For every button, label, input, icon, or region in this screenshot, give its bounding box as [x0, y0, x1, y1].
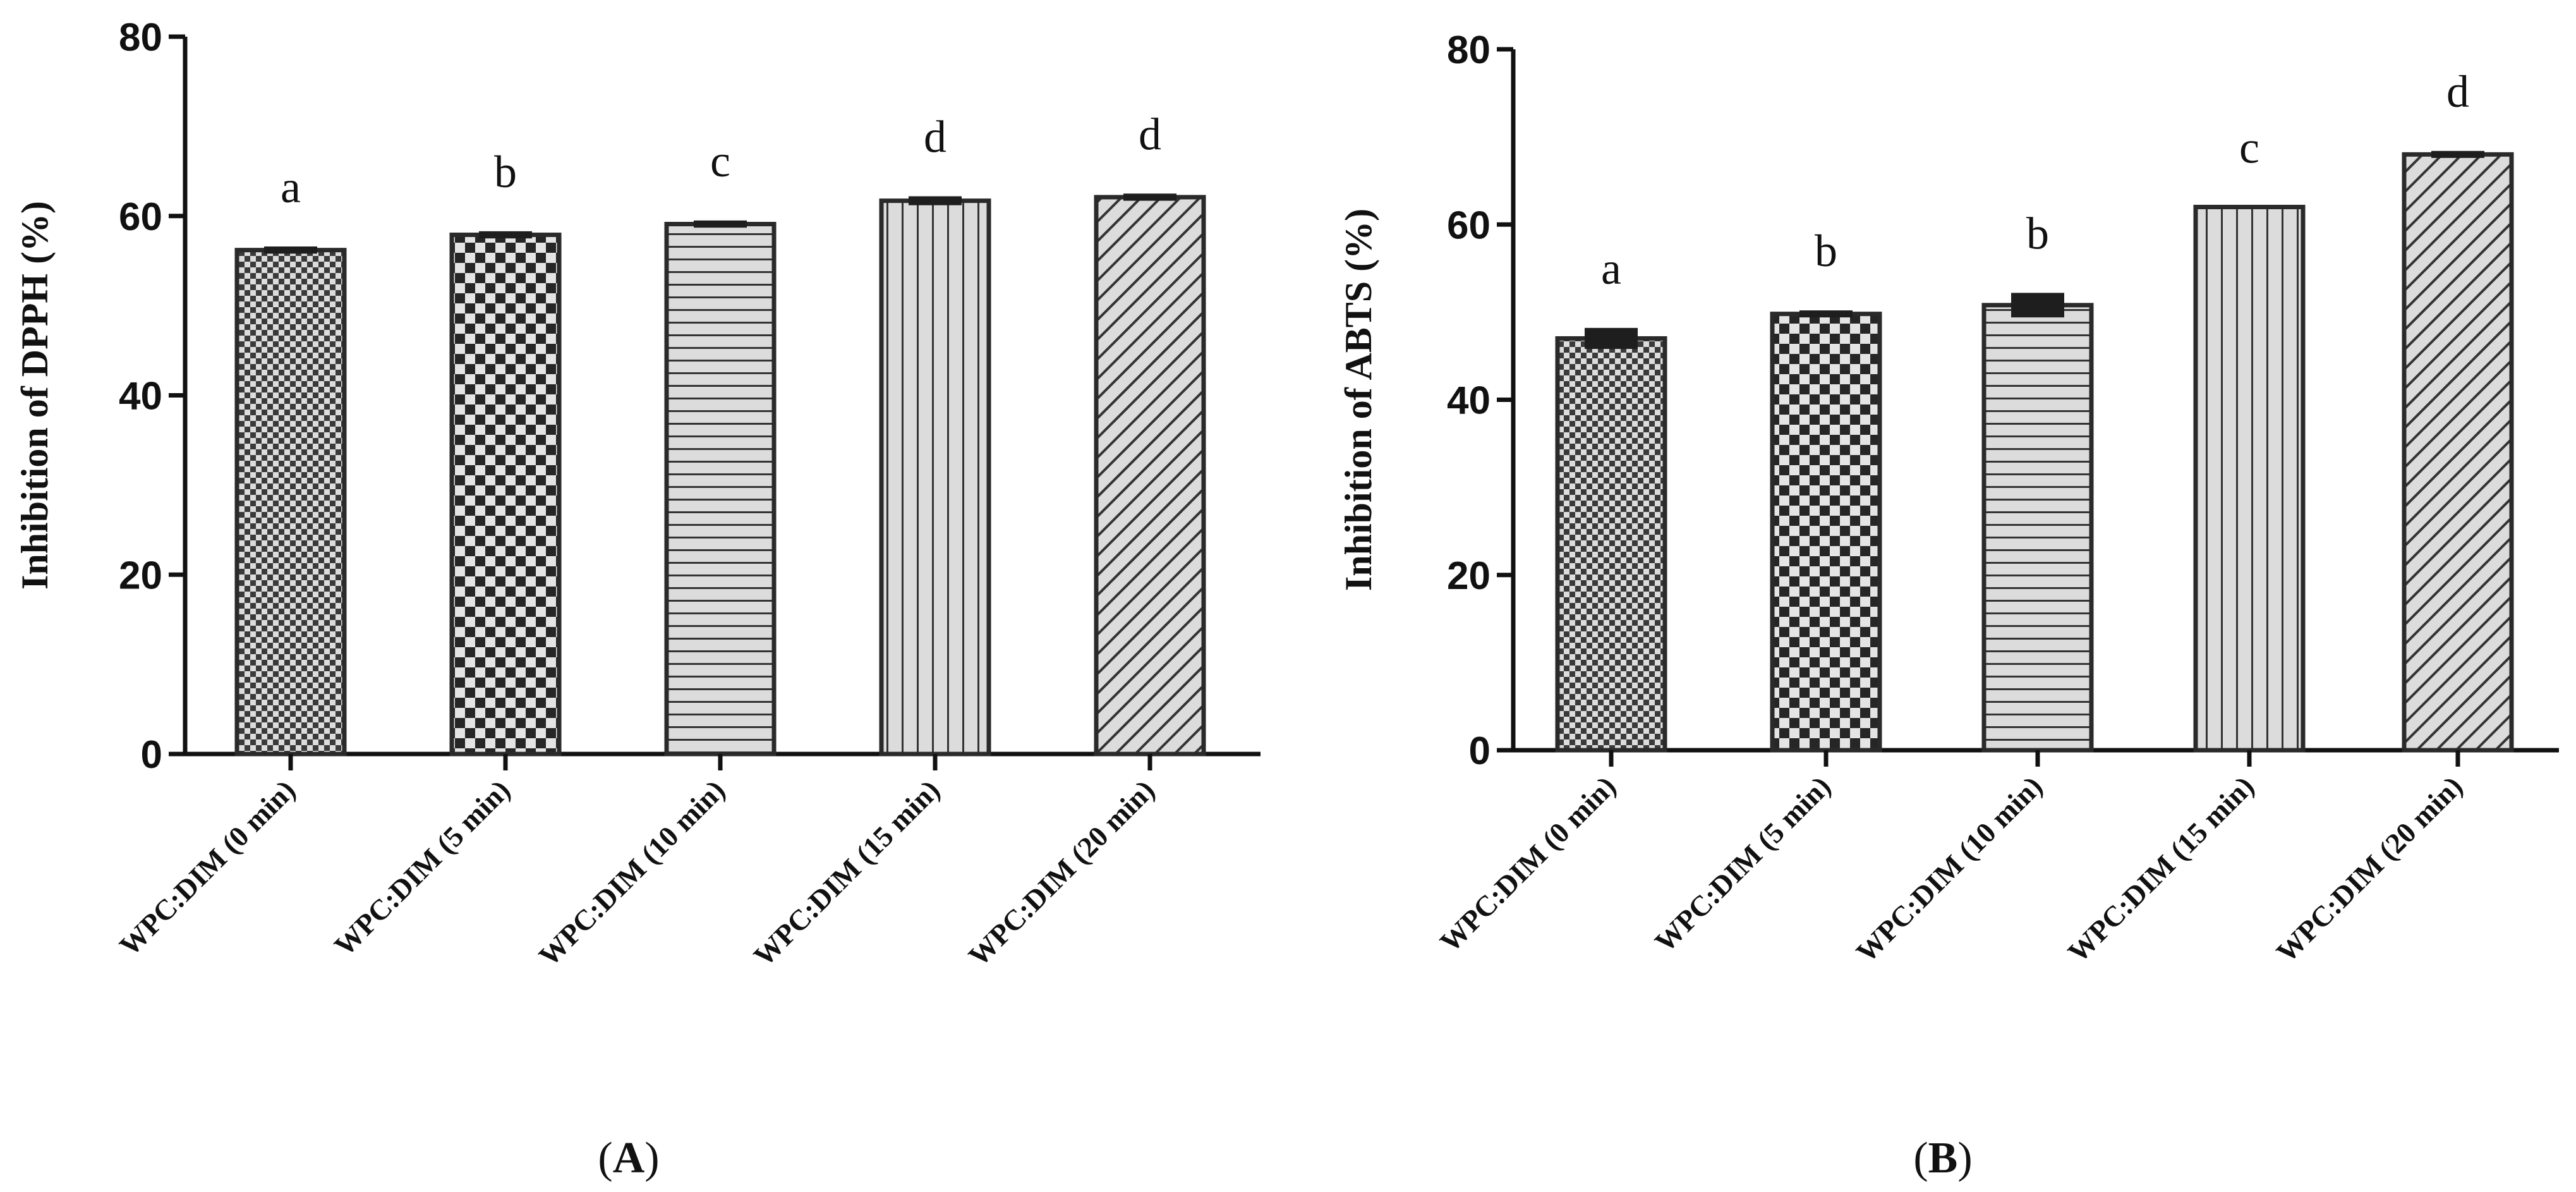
chart-panel-b: 0 20 40 60 80 Inhibition of ABTS (%) a WPC:DIM … [1338, 28, 2559, 1183]
x-category-label: WPC:DIM (5 min) [328, 774, 516, 962]
significance-letter: b [1815, 226, 1837, 276]
y-tick-label: 0 [141, 733, 162, 777]
error-bar [479, 231, 532, 239]
y-tick-label: 0 [1469, 729, 1491, 773]
bar [1770, 312, 1882, 753]
bar [1555, 336, 1667, 753]
significance-letter: c [710, 136, 730, 186]
significance-letter: a [1601, 243, 1621, 294]
bar [2402, 152, 2514, 753]
x-category-label: WPC:DIM (20 min) [962, 774, 1161, 972]
bar [449, 233, 562, 757]
y-tick-label: 60 [1447, 204, 1491, 247]
x-category-label: WPC:DIM (5 min) [1648, 770, 1837, 958]
significance-letter: b [2026, 208, 2049, 258]
significance-letter: d [924, 112, 946, 162]
significance-letter: a [281, 162, 301, 212]
significance-letter: c [2239, 123, 2259, 173]
x-category-label: WPC:DIM (0 min) [1434, 770, 1622, 958]
y-tick-label: 60 [119, 195, 162, 239]
significance-letter: d [2446, 66, 2469, 117]
y-tick-label: 40 [119, 375, 162, 418]
x-category-label: WPC:DIM (10 min) [1850, 770, 2048, 968]
x-category-label: WPC:DIM (20 min) [2270, 770, 2469, 968]
chart-panel-a: 0 20 40 60 80 Inhibition of DPPH (%) a WPC:DIM … [14, 16, 1261, 1183]
error-bar [264, 246, 317, 254]
x-category-label: WPC:DIM (15 min) [2062, 770, 2260, 968]
error-bar [694, 220, 747, 228]
y-tick-label: 40 [1447, 379, 1491, 423]
significance-letter: b [494, 147, 517, 197]
y-tick-label: 80 [1447, 28, 1491, 72]
bar [879, 198, 991, 757]
y-axis-title: Inhibition of DPPH (%) [14, 201, 56, 590]
x-category-label: WPC:DIM (0 min) [113, 774, 301, 962]
panel-caption: (B) [1913, 1134, 1972, 1183]
panel-caption: (A) [598, 1134, 659, 1183]
x-category-label: WPC:DIM (10 min) [533, 774, 731, 972]
bar [664, 222, 777, 757]
y-axis-title: Inhibition of ABTS (%) [1338, 209, 1379, 591]
bar [2193, 205, 2306, 753]
bar [1981, 303, 2094, 753]
error-bar [2011, 293, 2064, 318]
significance-letter: d [1139, 109, 1161, 159]
error-bar [1123, 193, 1176, 201]
x-category-label: WPC:DIM (15 min) [747, 774, 946, 972]
bar [1094, 195, 1206, 757]
bar [234, 248, 347, 757]
error-bar [1799, 310, 1853, 318]
y-tick-label: 80 [119, 16, 162, 59]
error-bar [2431, 150, 2484, 158]
error-bar [909, 196, 962, 205]
y-tick-label: 20 [1447, 554, 1491, 598]
error-bar [1585, 327, 1638, 350]
y-tick-label: 20 [119, 554, 162, 597]
